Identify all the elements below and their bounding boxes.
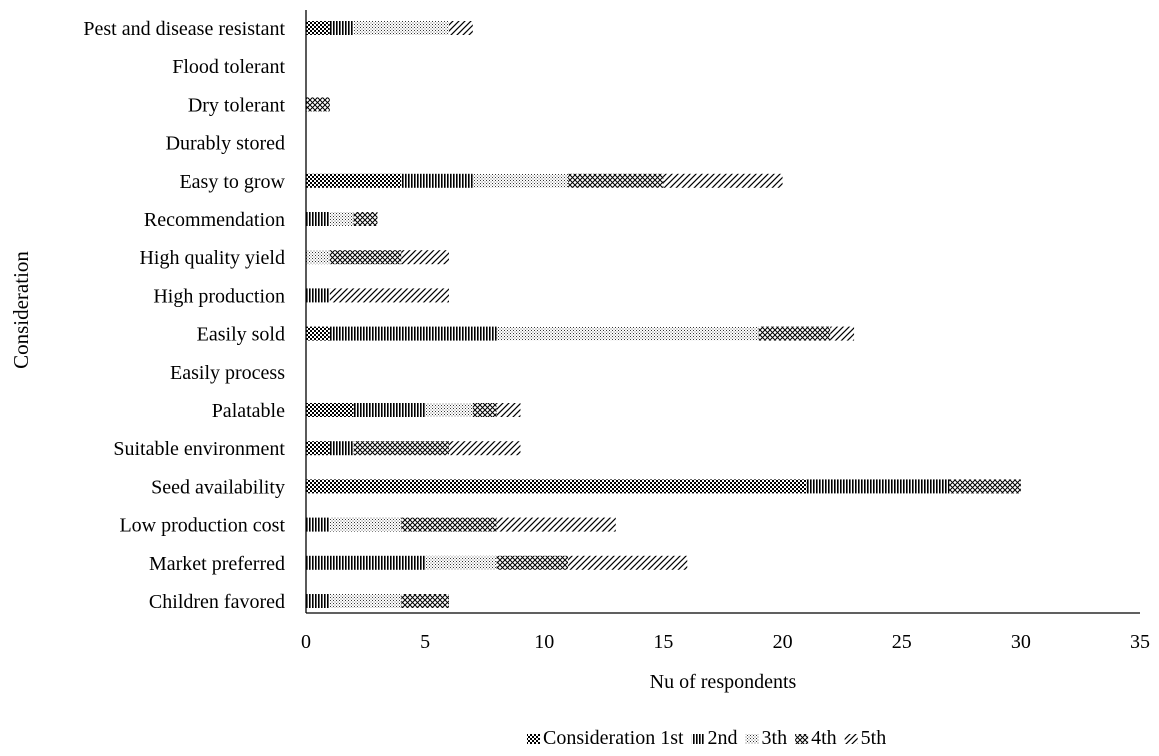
bar-segment-4 <box>329 250 402 265</box>
x-tick-label: 20 <box>773 631 793 653</box>
legend-label: Consideration 1st <box>543 727 684 749</box>
bar-segment-4 <box>496 555 569 570</box>
bar-segment-2 <box>806 479 950 494</box>
bar-segment-4 <box>401 594 449 608</box>
bar-segment-5 <box>329 288 449 303</box>
category-label: Easily sold <box>197 324 285 346</box>
bar-segment-2 <box>306 594 330 608</box>
bar-segment-5 <box>568 555 688 570</box>
bar-segment-1 <box>306 479 807 494</box>
bar-segment-4 <box>568 173 664 188</box>
legend-label: 4th <box>811 727 837 749</box>
category-label: Pest and disease resistant <box>83 18 285 40</box>
bar-segment-2 <box>306 212 330 226</box>
legend-swatch-3 <box>745 734 759 744</box>
bar-segment-5 <box>496 517 616 532</box>
bar-segment-2 <box>306 555 426 570</box>
y-axis-title: Consideration <box>9 251 33 369</box>
bar-segment-3 <box>425 555 497 570</box>
bar-segment-3 <box>329 594 402 608</box>
bar-segment-5 <box>830 326 855 341</box>
category-label: Flood tolerant <box>172 56 285 78</box>
category-label: Children favored <box>149 591 285 613</box>
category-label: Easily process <box>170 362 285 384</box>
bar-segment-4 <box>401 517 497 532</box>
category-label: Recommendation <box>144 209 285 231</box>
bar-segment-5 <box>663 173 783 188</box>
bar-segment-2 <box>329 326 497 341</box>
bar-segment-5 <box>496 403 521 417</box>
bar-segment-5 <box>448 21 473 35</box>
bar-segment-1 <box>306 326 330 341</box>
category-label: Low production cost <box>119 515 285 537</box>
bar-segment-2 <box>306 517 330 532</box>
bar-segment-1 <box>306 441 330 456</box>
bar-segment-1 <box>306 173 402 188</box>
bar-segment-2 <box>329 441 354 456</box>
legend-swatch-1 <box>527 734 540 744</box>
bar-segment-3 <box>425 403 473 417</box>
bar-segment-3 <box>496 326 759 341</box>
bar-segment-4 <box>306 97 330 112</box>
category-label: Palatable <box>212 400 285 422</box>
bar-segment-5 <box>448 441 521 456</box>
x-tick-label: 25 <box>892 631 912 653</box>
x-tick-label: 30 <box>1011 631 1031 653</box>
x-tick-label: 15 <box>653 631 673 653</box>
bar-segment-3 <box>306 250 330 265</box>
bar-segment-2 <box>306 288 330 303</box>
category-label: Easy to grow <box>179 171 285 193</box>
bar-segment-1 <box>306 21 330 35</box>
legend-label: 5th <box>861 727 887 749</box>
category-label: High quality yield <box>139 247 285 269</box>
legend-swatch-5 <box>844 734 858 744</box>
bar-segment-4 <box>353 212 378 226</box>
legend-label: 2nd <box>708 727 738 749</box>
bar-segment-3 <box>353 21 449 35</box>
legend-swatch-2 <box>691 734 705 744</box>
x-tick-label: 10 <box>534 631 554 653</box>
bar-segment-4 <box>758 326 831 341</box>
bar-segment-5 <box>401 250 449 265</box>
x-tick-label: 35 <box>1130 631 1150 653</box>
category-label: Suitable environment <box>113 438 285 460</box>
category-label: Dry tolerant <box>188 94 286 116</box>
bar-segment-2 <box>329 21 354 35</box>
x-tick-label: 0 <box>301 631 311 653</box>
bar-segment-3 <box>472 173 569 188</box>
x-tick-labels: 0 5 10 15 20 25 30 35 <box>301 631 1150 653</box>
bar-segment-4 <box>353 441 449 456</box>
x-axis-title: Nu of respondents <box>650 671 797 693</box>
bar-segment-4 <box>949 479 1021 494</box>
legend: Consideration 1st 2nd 3th 4th 5th <box>527 727 886 749</box>
bars-group <box>306 21 1021 608</box>
category-label: Market preferred <box>149 553 285 575</box>
bar-segment-4 <box>472 403 497 417</box>
x-tick-label: 5 <box>420 631 430 653</box>
category-label: Durably stored <box>166 133 285 155</box>
bar-segment-2 <box>401 173 473 188</box>
bar-segment-1 <box>306 403 354 417</box>
bar-segment-2 <box>353 403 426 417</box>
bar-segment-3 <box>329 212 354 226</box>
legend-swatch-4 <box>795 734 809 744</box>
category-label: High production <box>153 285 285 307</box>
category-labels: Pest and disease resistant Flood tolerant… <box>83 18 285 613</box>
legend-label: 3th <box>762 727 788 749</box>
bar-segment-3 <box>329 517 402 532</box>
category-label: Seed availability <box>151 476 285 498</box>
